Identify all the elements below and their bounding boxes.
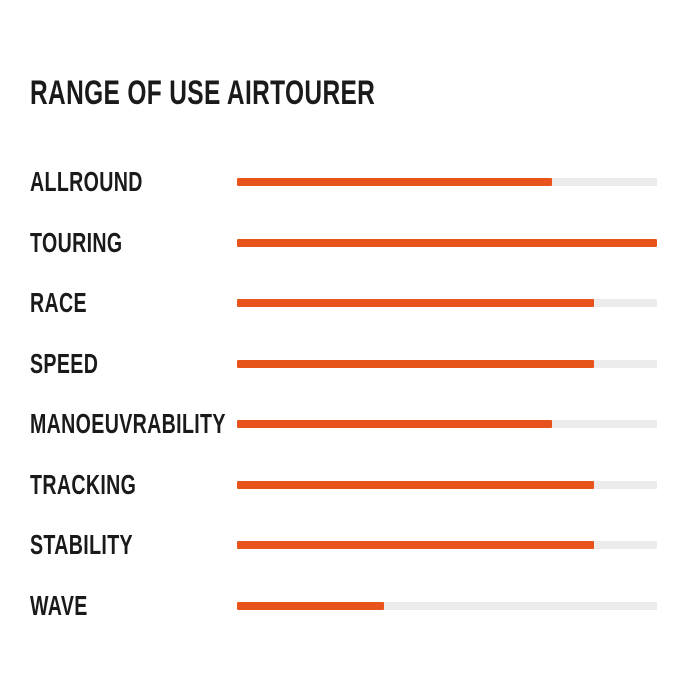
bar-fill	[237, 299, 594, 308]
chart-rows: ALLROUND TOURING RACE SPEED MANOEUVRABIL…	[0, 152, 700, 636]
bar-track	[237, 299, 657, 308]
category-label: TRACKING	[30, 468, 137, 500]
chart-row: TRACKING	[0, 455, 700, 516]
bar-track	[237, 359, 657, 368]
bar-fill	[237, 601, 384, 610]
bar-track	[237, 238, 657, 247]
category-label: RACE	[30, 287, 87, 319]
bar-fill	[237, 238, 657, 247]
category-label: TOURING	[30, 226, 123, 258]
category-label: ALLROUND	[30, 166, 143, 198]
bar-track	[237, 601, 657, 610]
chart-row: TOURING	[0, 213, 700, 274]
bar-fill	[237, 359, 594, 368]
category-label: WAVE	[30, 589, 88, 621]
chart-row: RACE	[0, 273, 700, 334]
chart-row: SPEED	[0, 334, 700, 395]
chart-row: MANOEUVRABILITY	[0, 394, 700, 455]
bar-fill	[237, 178, 552, 187]
bar-track	[237, 541, 657, 550]
chart-row: STABILITY	[0, 515, 700, 576]
category-label: MANOEUVRABILITY	[30, 408, 226, 440]
chart-title: RANGE OF USE AIRTOURER	[30, 74, 376, 112]
bar-fill	[237, 480, 594, 489]
chart-row: WAVE	[0, 576, 700, 637]
category-label: STABILITY	[30, 529, 133, 561]
chart-row: ALLROUND	[0, 152, 700, 213]
bar-track	[237, 480, 657, 489]
category-label: SPEED	[30, 347, 99, 379]
bar-fill	[237, 541, 594, 550]
bar-fill	[237, 420, 552, 429]
bar-track	[237, 420, 657, 429]
bar-track	[237, 178, 657, 187]
